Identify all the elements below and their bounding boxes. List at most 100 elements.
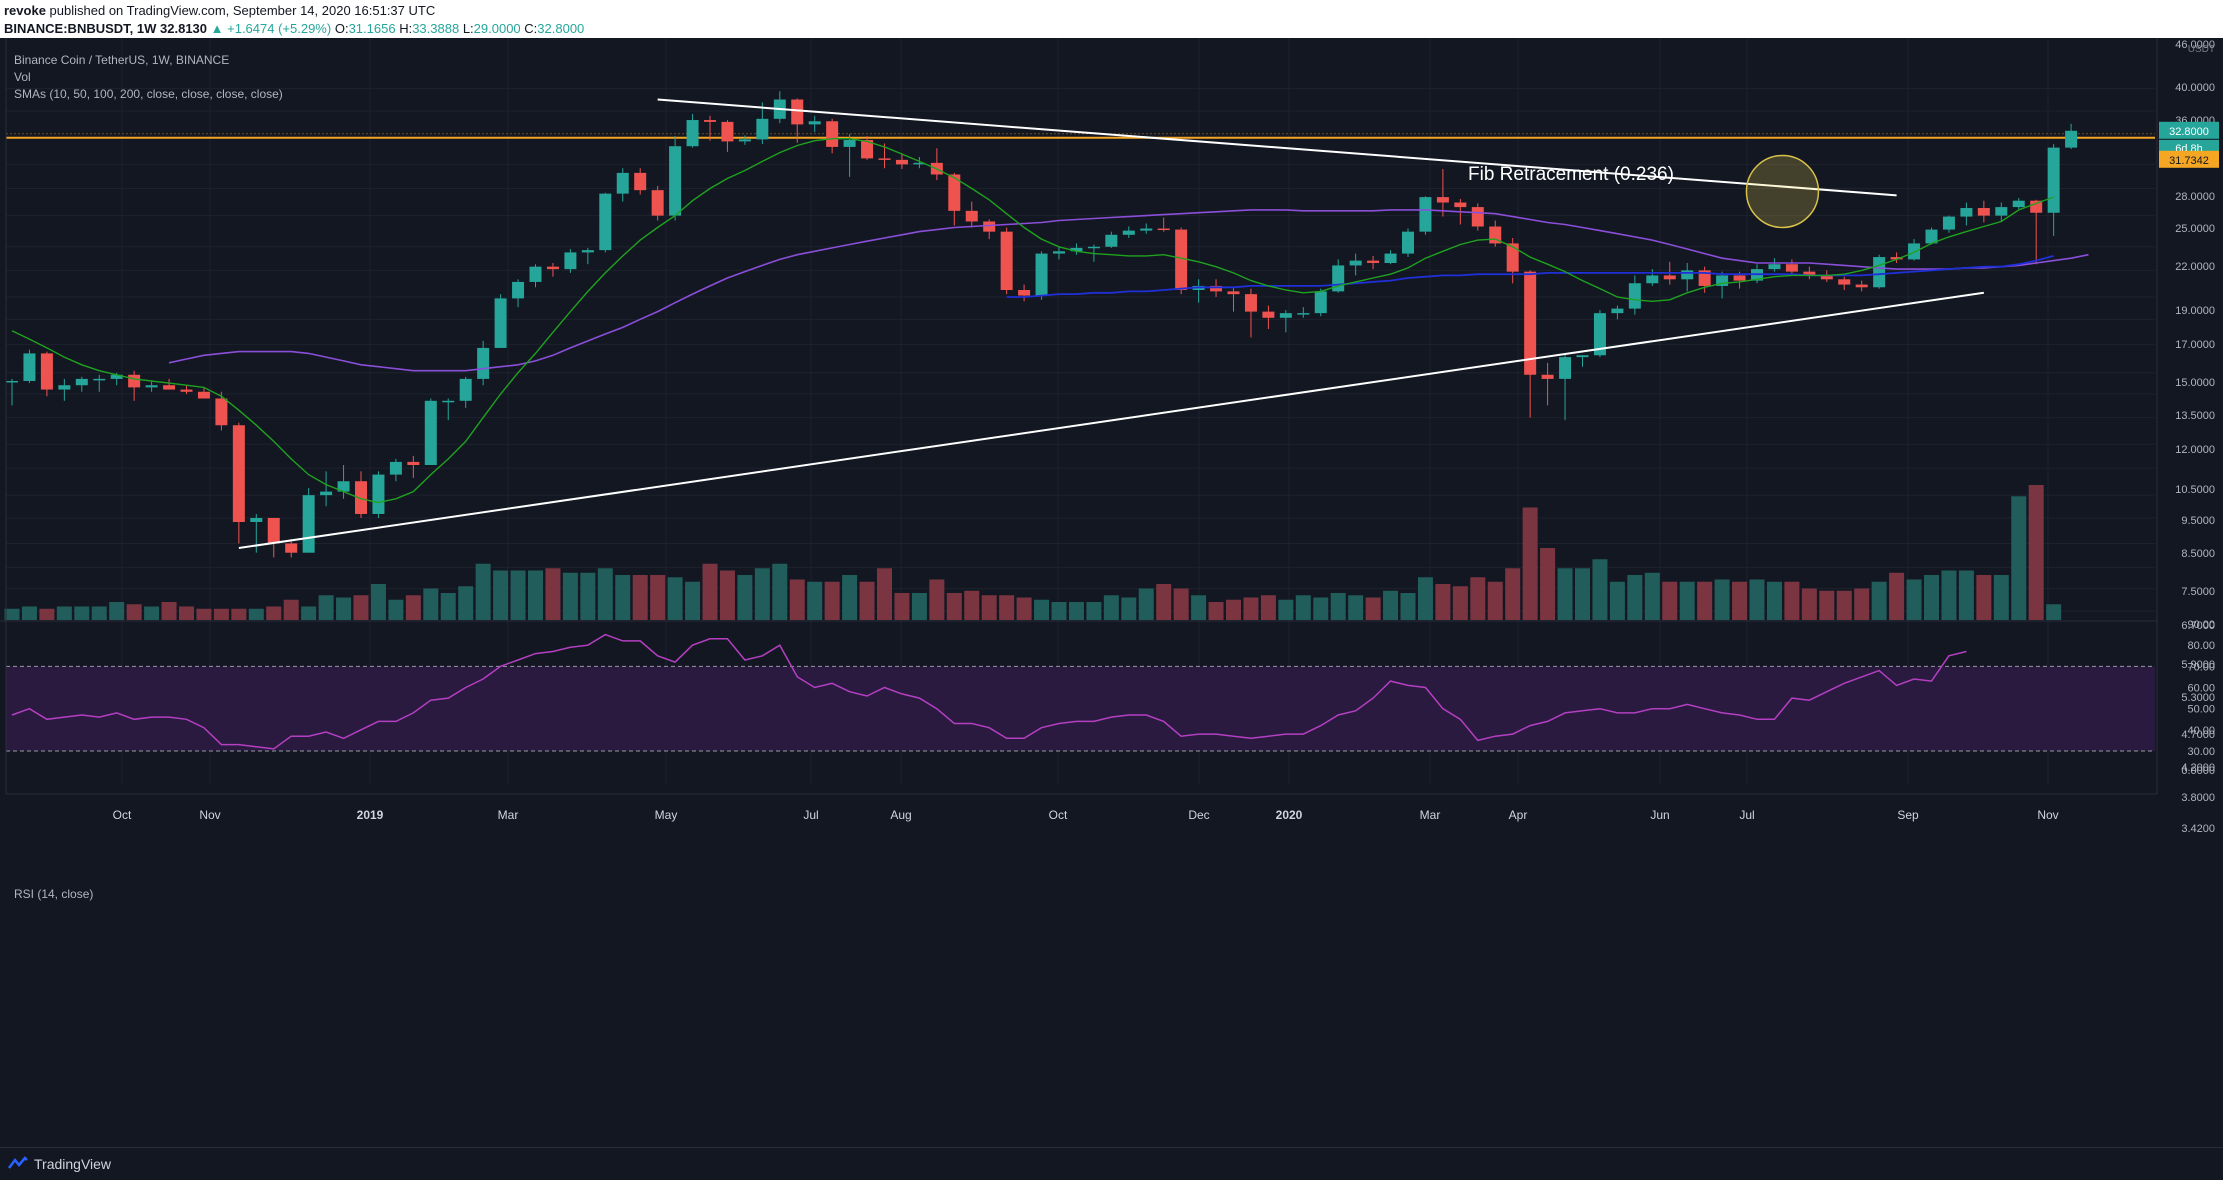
volume-bar: [161, 602, 177, 620]
candle-body: [163, 385, 176, 390]
candle-body: [2047, 147, 2060, 213]
publisher-name[interactable]: revoke: [4, 3, 46, 18]
volume-bar: [1452, 586, 1468, 620]
footer-bar: TradingView: [0, 1147, 2223, 1180]
trendline-upper: [657, 98, 1897, 197]
candle-body: [948, 174, 961, 211]
published-text: published on TradingView.com, September …: [49, 3, 436, 18]
volume-bar: [737, 575, 753, 620]
candle-body: [965, 210, 978, 222]
symbol: BINANCE:BNBUSDT, 1W: [4, 21, 157, 36]
x-tick-label: Mar: [498, 808, 519, 822]
candle-body: [442, 400, 455, 403]
candle-body: [843, 140, 856, 147]
trendlines: [238, 98, 1984, 550]
volume-bar: [370, 584, 386, 620]
volume-bar: [1330, 593, 1346, 620]
volume-bar: [1906, 579, 1922, 620]
volume-bar: [1226, 599, 1241, 620]
volume-bar: [1889, 572, 1905, 620]
y-tick-label: 22.0000: [2175, 261, 2215, 273]
candle-body: [756, 118, 769, 140]
volume-bar: [1679, 581, 1695, 620]
volume-bar: [91, 606, 107, 620]
candle-body: [145, 385, 158, 388]
candle-body: [267, 517, 280, 544]
volume-bar: [929, 579, 945, 620]
volume-bar: [109, 602, 125, 620]
volume-bar: [1819, 590, 1835, 620]
candle-body: [1541, 374, 1554, 379]
y-tick-label: 5.3000: [2181, 692, 2215, 704]
candle-body: [389, 461, 402, 475]
candle-body: [1785, 264, 1798, 272]
volume-bar: [1400, 593, 1416, 620]
rsi-tick-label: 50.00: [2187, 704, 2215, 716]
candle-body: [128, 374, 141, 388]
volume-bar: [1313, 597, 1329, 620]
price-chart[interactable]: 52.000046.000040.000036.000028.000025.00…: [0, 38, 2223, 1147]
volume-bar: [719, 570, 735, 620]
volume-bar: [74, 606, 90, 620]
candle-body: [320, 491, 333, 496]
tradingview-logo-icon[interactable]: [8, 1156, 28, 1170]
volume-bar: [1278, 599, 1294, 620]
x-tick-label: Oct: [1049, 808, 1068, 822]
candle-body: [1663, 275, 1676, 280]
volume-bar: [911, 593, 927, 620]
candle-body: [1471, 207, 1484, 227]
volume-bar: [1662, 581, 1678, 620]
rsi-tick-label: 40.00: [2187, 725, 2215, 737]
candle-body: [215, 398, 228, 426]
volume-bar: [2028, 485, 2044, 620]
volume-bar: [301, 606, 317, 620]
volume-bar: [493, 570, 509, 620]
volume-bar: [1801, 588, 1817, 620]
volume-bar: [1121, 597, 1137, 620]
legend-vol: Vol: [14, 70, 31, 84]
volume-bar: [1854, 588, 1870, 620]
volume-bar: [1103, 595, 1119, 620]
candle-body: [1611, 308, 1624, 314]
candle-body: [355, 481, 367, 514]
candle-body: [1559, 357, 1572, 379]
legend-title: Binance Coin / TetherUS, 1W, BINANCE: [14, 53, 229, 67]
volume-bar: [196, 608, 212, 620]
candle-body: [983, 221, 996, 232]
candle-body: [1593, 313, 1606, 356]
x-tick-label: Jul: [803, 808, 818, 822]
volume-bar: [1871, 581, 1887, 620]
candle-body: [372, 474, 385, 514]
volume-bar: [1243, 597, 1259, 620]
volume-bar: [562, 572, 578, 620]
volume-bar: [1557, 568, 1573, 620]
footer-brand[interactable]: TradingView: [34, 1156, 112, 1172]
volume-bar: [1697, 581, 1713, 620]
volume-bars: [4, 485, 2062, 620]
candle-body: [1000, 231, 1013, 290]
volume-bar: [248, 608, 264, 620]
candle-body: [494, 298, 507, 348]
open-label: O:: [334, 21, 349, 36]
candle-body: [1733, 275, 1746, 281]
y-tick-label: 6.7000: [2181, 620, 2215, 632]
volume-bar: [1051, 602, 1067, 620]
breakout-highlight-circle: [1745, 154, 1820, 229]
volume-bar: [1383, 590, 1399, 620]
candle-body: [250, 517, 263, 522]
volume-bar: [789, 579, 805, 620]
candle-body: [1367, 260, 1380, 264]
fib-annotation: Fib Retracement (0.236): [1468, 164, 1674, 185]
x-tick-label: Oct: [113, 808, 132, 822]
y-tick-label: 13.5000: [2175, 410, 2215, 422]
high-value: 33.3888: [412, 21, 460, 36]
volume-bar: [283, 599, 299, 620]
volume-bar: [1644, 572, 1660, 620]
candle-body: [23, 353, 36, 381]
volume-bar: [1714, 579, 1730, 620]
y-tick-label: 4.2000: [2181, 762, 2215, 774]
volume-bar: [981, 595, 997, 620]
candle-body: [477, 347, 490, 379]
candle-body: [669, 146, 682, 216]
volume-bar: [999, 595, 1015, 620]
